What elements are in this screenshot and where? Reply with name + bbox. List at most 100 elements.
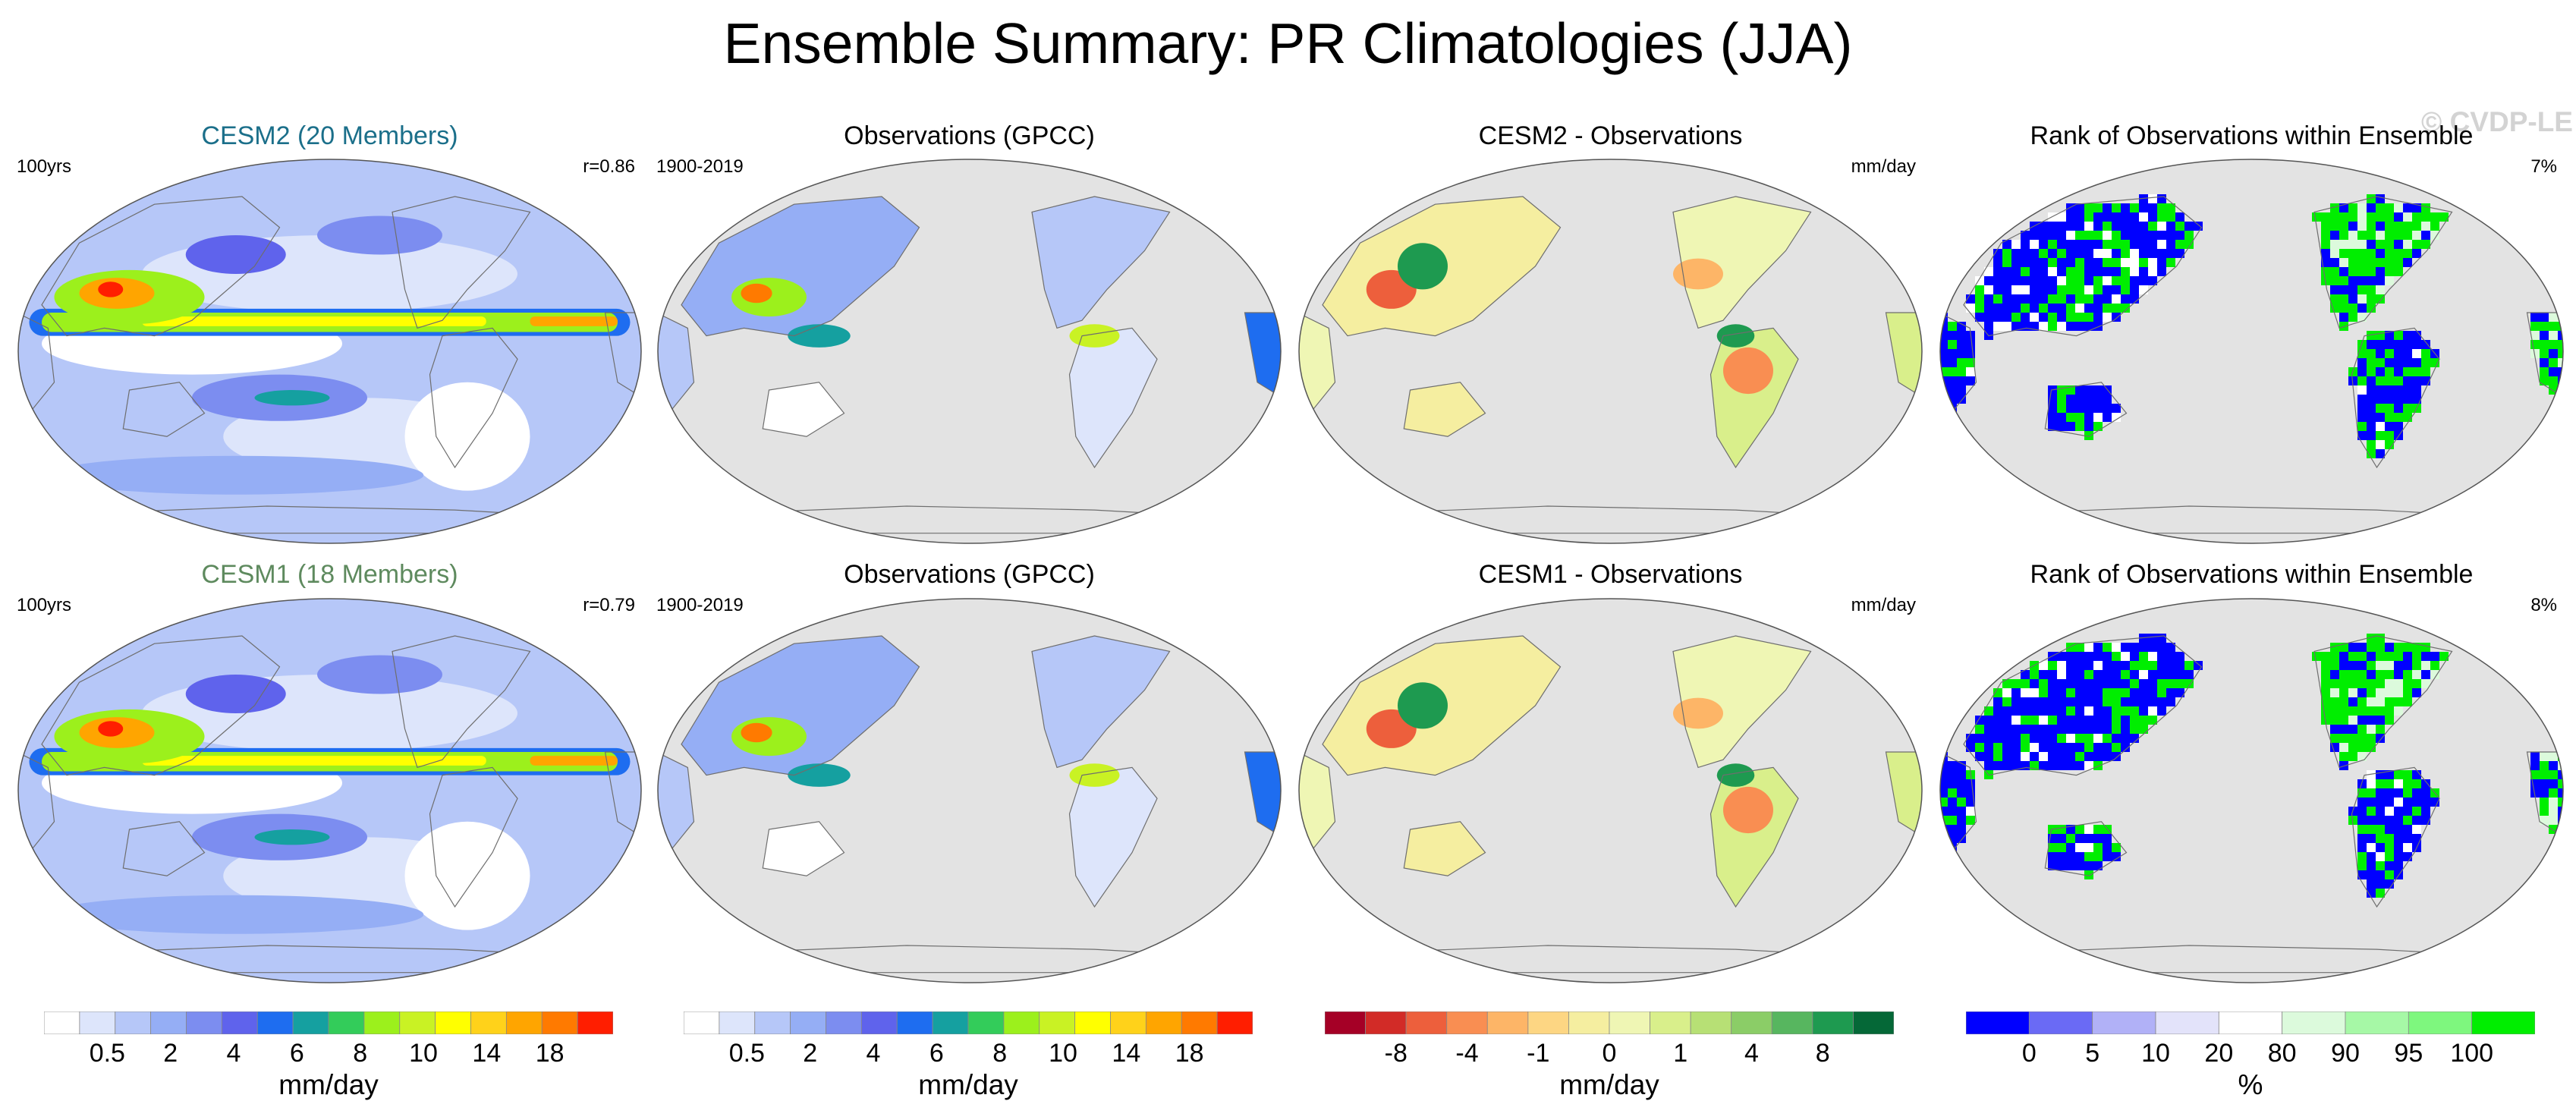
panel-stat-label: 8% xyxy=(2530,595,2557,615)
colorbar-bin xyxy=(1771,1011,1813,1034)
colorbar-bin xyxy=(292,1011,329,1034)
panel-title: CESM2 (20 Members) xyxy=(201,121,458,150)
colorbar-tick-label: 0 xyxy=(2021,1039,2037,1068)
colorbar-tick-label: 0.5 xyxy=(89,1039,125,1068)
colorbar-bin xyxy=(470,1011,507,1034)
map-diff xyxy=(1298,159,1923,544)
map-rank xyxy=(1939,159,2564,544)
colorbar-bin xyxy=(1181,1011,1218,1034)
colorbar-bin xyxy=(1039,1011,1076,1034)
colorbar-tick-label: 95 xyxy=(2394,1039,2423,1068)
colorbar-bin xyxy=(2218,1011,2283,1034)
colorbar-tick-label: 5 xyxy=(2085,1039,2100,1068)
colorbar-tick-label: 100 xyxy=(2450,1039,2494,1068)
colorbar-tick-label: 4 xyxy=(1744,1039,1759,1068)
colorbar-bin xyxy=(79,1011,116,1034)
colorbar-units-label: % xyxy=(2238,1069,2263,1100)
colorbar-bin xyxy=(1690,1011,1732,1034)
colorbar-bin xyxy=(860,1011,898,1034)
map-model xyxy=(17,159,642,544)
map-obs xyxy=(657,598,1282,983)
colorbar-tick-label: 4 xyxy=(866,1039,881,1068)
colorbar-bin xyxy=(2092,1011,2156,1034)
colorbar-bin xyxy=(1853,1011,1894,1034)
colorbar-bin xyxy=(1609,1011,1650,1034)
colorbar-bin xyxy=(328,1011,365,1034)
colorbar-bin xyxy=(1731,1011,1772,1034)
colorbar xyxy=(1966,1011,2535,1034)
colorbar-bin xyxy=(1527,1011,1569,1034)
colorbar-units-label: mm/day xyxy=(278,1069,379,1100)
colorbar-tick-label: 14 xyxy=(472,1039,502,1068)
colorbar-tick-label: 80 xyxy=(2267,1039,2297,1068)
watermark: © CVDP-LE xyxy=(2421,106,2573,137)
panel-period-label: 100yrs xyxy=(17,595,72,615)
panel-stat-label: mm/day xyxy=(1851,595,1916,615)
colorbar-tick-label: 4 xyxy=(226,1039,241,1068)
colorbar-bin xyxy=(896,1011,933,1034)
colorbar-tick-label: 8 xyxy=(353,1039,368,1068)
colorbar-bin xyxy=(967,1011,1005,1034)
colorbar-bin xyxy=(115,1011,152,1034)
colorbar-bin xyxy=(2028,1011,2093,1034)
colorbar-bin xyxy=(577,1011,613,1034)
panel-title: Rank of Observations within Ensemble xyxy=(2030,560,2474,589)
colorbar-tick-label: 6 xyxy=(289,1039,304,1068)
colorbar-tick-label: 10 xyxy=(1049,1039,1077,1068)
colorbar-tick-label: 0 xyxy=(1602,1039,1617,1068)
colorbar-bin xyxy=(1405,1011,1448,1034)
colorbar xyxy=(1325,1011,1894,1034)
colorbar-bin xyxy=(790,1011,826,1034)
colorbar-tick-label: 14 xyxy=(1112,1039,1141,1068)
colorbar-tick-label: 10 xyxy=(409,1039,438,1068)
colorbar-bin xyxy=(1812,1011,1854,1034)
map-diff xyxy=(1298,598,1923,983)
colorbar-bin xyxy=(44,1011,80,1034)
colorbar-bin xyxy=(2282,1011,2346,1034)
colorbar-tick-label: 90 xyxy=(2331,1039,2360,1068)
colorbar-tick-label: 18 xyxy=(1175,1039,1204,1068)
colorbar-bin xyxy=(1966,1011,2030,1034)
colorbar-bin xyxy=(2408,1011,2473,1034)
colorbar-tick-label: 2 xyxy=(163,1039,178,1068)
panel-title: CESM1 - Observations xyxy=(1478,560,1743,589)
colorbar-units-label: mm/day xyxy=(918,1069,1018,1100)
colorbar-tick-label: 10 xyxy=(2141,1039,2170,1068)
colorbar-bin xyxy=(932,1011,969,1034)
colorbar-bin xyxy=(1446,1011,1488,1034)
panel-period-label: 1900-2019 xyxy=(656,156,744,177)
panel-title: Observations (GPCC) xyxy=(844,560,1095,589)
map-obs xyxy=(657,159,1282,544)
colorbar-bin xyxy=(1110,1011,1146,1034)
colorbar-tick-label: 8 xyxy=(1815,1039,1830,1068)
colorbar-bin xyxy=(399,1011,436,1034)
colorbar-tick-label: 6 xyxy=(929,1039,944,1068)
colorbar-bin xyxy=(150,1011,187,1034)
colorbar-bin xyxy=(826,1011,862,1034)
colorbar xyxy=(684,1011,1253,1034)
colorbar-units-label: mm/day xyxy=(1559,1069,1659,1100)
panel-title: Observations (GPCC) xyxy=(844,121,1095,150)
colorbar-bin xyxy=(256,1011,294,1034)
panel-period-label: 1900-2019 xyxy=(656,595,744,615)
colorbar-bin xyxy=(1003,1011,1040,1034)
panel-title: CESM2 - Observations xyxy=(1478,121,1743,150)
colorbar-tick-label: 18 xyxy=(535,1039,565,1068)
colorbar-tick-label: 0.5 xyxy=(728,1039,765,1068)
colorbar-bin xyxy=(541,1011,578,1034)
panel-period-label: 100yrs xyxy=(17,156,72,177)
colorbar-bin xyxy=(2155,1011,2219,1034)
colorbar-bin xyxy=(719,1011,756,1034)
colorbar-bin xyxy=(1325,1011,1366,1034)
panel-stat-label: r=0.86 xyxy=(583,156,635,177)
colorbar-bin xyxy=(435,1011,471,1034)
map-rank xyxy=(1939,598,2564,983)
page-title: Ensemble Summary: PR Climatologies (JJA) xyxy=(723,11,1853,75)
colorbar-bin xyxy=(684,1011,720,1034)
colorbar-bin xyxy=(1365,1011,1407,1034)
colorbar-bin xyxy=(363,1011,401,1034)
panel-title: CESM1 (18 Members) xyxy=(201,560,458,589)
colorbar xyxy=(44,1011,613,1034)
colorbar-bin xyxy=(2345,1011,2409,1034)
colorbar-bin xyxy=(1216,1011,1253,1034)
